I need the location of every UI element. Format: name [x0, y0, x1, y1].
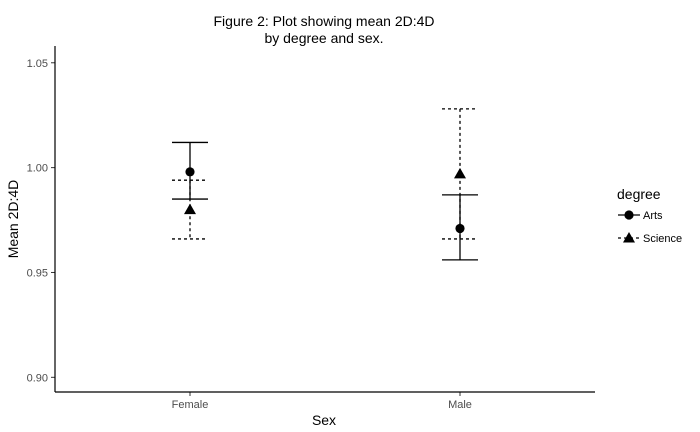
legend-label-arts: Arts — [643, 210, 663, 222]
plot-marks — [172, 108, 478, 261]
chart-title-line-2: by degree and sex. — [264, 30, 383, 46]
series-arts — [172, 141, 478, 261]
series-science — [172, 108, 478, 240]
y-tick-label: 1.00 — [27, 163, 48, 175]
x-tick-label: Female — [172, 399, 209, 411]
y-axis-ticks: 0.90 0.95 1.00 1.05 — [27, 58, 55, 384]
x-axis-title: Sex — [312, 412, 336, 428]
y-tick-label: 0.95 — [27, 267, 48, 279]
legend-title: degree — [617, 186, 661, 202]
y-axis-title: Mean 2D:4D — [5, 180, 21, 259]
point-science-female — [184, 203, 196, 215]
legend-key-marker-arts — [624, 210, 634, 220]
x-tick-label: Male — [448, 399, 472, 411]
point-science-male — [454, 167, 466, 179]
y-tick-label: 1.05 — [27, 58, 48, 70]
legend-key-marker-science — [623, 232, 635, 243]
chart-title: Figure 2: Plot showing mean 2D:4D by deg… — [214, 13, 435, 46]
legend-label-science: Science — [643, 233, 682, 245]
legend: degree Arts Science — [617, 186, 682, 245]
point-arts-female — [185, 167, 195, 177]
x-axis-ticks: Female Male — [172, 392, 472, 411]
y-tick-label: 0.90 — [27, 372, 48, 384]
chart-title-line-1: Figure 2: Plot showing mean 2D:4D — [214, 13, 435, 29]
point-arts-male — [455, 223, 465, 234]
